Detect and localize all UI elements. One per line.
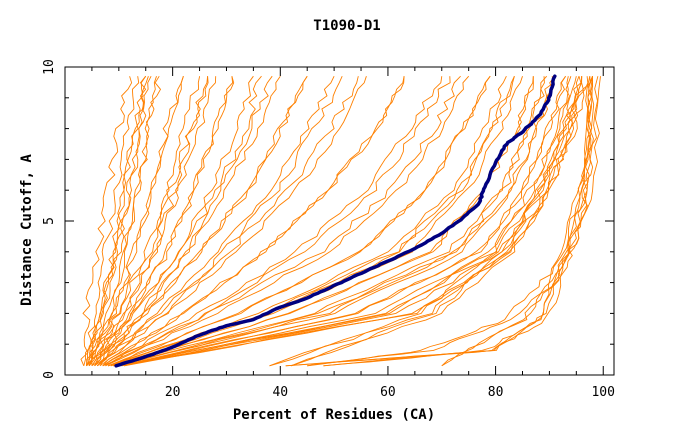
model-curve: [323, 76, 599, 367]
model-curve: [91, 76, 209, 366]
model-curve: [80, 76, 133, 366]
model-curve: [88, 76, 201, 367]
model-curve: [107, 76, 507, 367]
model-curve: [307, 76, 595, 367]
model-curve: [269, 76, 591, 367]
x-tick-label: 20: [165, 385, 181, 400]
highlight-series-line: [114, 74, 557, 368]
y-axis-label: Distance Cutoff, A: [19, 154, 35, 306]
model-curve: [97, 75, 308, 367]
model-curve: [105, 75, 470, 367]
y-tick-label: 0: [42, 371, 57, 379]
model-curve: [102, 76, 443, 367]
x-tick-label: 40: [272, 385, 288, 400]
x-axis-label: Percent of Residues (CA): [233, 407, 435, 423]
model-curve: [441, 76, 594, 367]
model-curve: [113, 76, 534, 367]
x-tick-label: 100: [591, 385, 614, 400]
model-curve: [102, 76, 451, 367]
axes: 0 20 40 60 80 100 0 5 10: [42, 59, 615, 400]
model-curve: [99, 76, 359, 367]
model-curve: [290, 76, 582, 367]
chart-title: T1090-D1: [313, 18, 380, 34]
model-curve: [88, 76, 157, 366]
model-curve: [91, 76, 235, 367]
model-curve: [118, 75, 566, 367]
model-curve: [88, 76, 149, 366]
model-curve: [121, 76, 569, 367]
x-tick-label: 0: [61, 385, 69, 400]
model-curve: [102, 76, 405, 367]
model-curve: [113, 76, 545, 367]
model-curve: [86, 76, 184, 367]
model-curve: [269, 76, 583, 367]
model-curve: [86, 75, 147, 367]
model-curve: [94, 75, 281, 366]
model-curve: [323, 76, 591, 367]
model-curve: [102, 76, 405, 367]
y-tick-label: 5: [42, 217, 57, 225]
plot-area: [80, 74, 601, 368]
model-curve: [94, 75, 254, 367]
model-curve: [94, 75, 273, 367]
y-tick-label: 10: [42, 59, 57, 75]
model-curve: [107, 75, 491, 367]
model-curve: [86, 76, 184, 366]
model-curve: [113, 76, 534, 367]
model-curve: [290, 76, 589, 367]
model-curve: [124, 76, 584, 367]
model-curve: [97, 76, 335, 367]
model-curve: [91, 76, 217, 367]
model-curve: [83, 76, 140, 366]
model-curve: [115, 75, 556, 367]
x-tick-label: 60: [380, 385, 396, 400]
model-curve: [105, 75, 461, 367]
model-curve: [121, 76, 577, 367]
model-curve: [96, 75, 308, 367]
model-curve: [86, 75, 152, 366]
model-curve: [94, 75, 262, 367]
x-tick-label: 80: [488, 385, 504, 400]
model-curve: [99, 76, 367, 367]
model-curve: [91, 76, 234, 367]
